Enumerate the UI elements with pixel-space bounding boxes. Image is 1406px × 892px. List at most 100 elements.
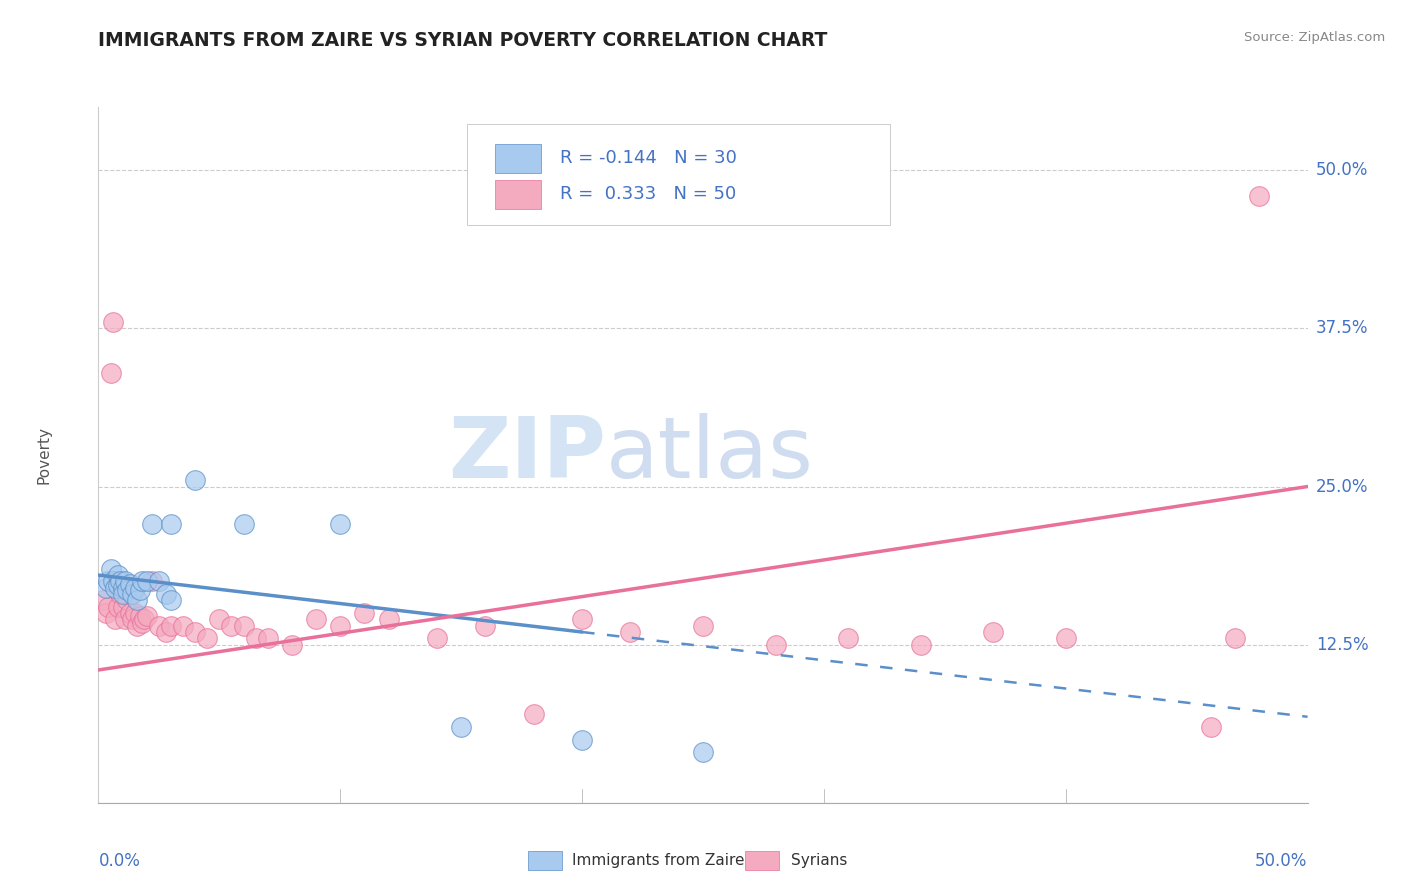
Point <box>104 581 127 595</box>
Text: 12.5%: 12.5% <box>1316 636 1368 654</box>
Point <box>329 618 352 632</box>
Point <box>329 517 352 532</box>
FancyBboxPatch shape <box>745 851 779 871</box>
Text: atlas: atlas <box>606 413 814 497</box>
Text: IMMIGRANTS FROM ZAIRE VS SYRIAN POVERTY CORRELATION CHART: IMMIGRANTS FROM ZAIRE VS SYRIAN POVERTY … <box>98 31 828 50</box>
Point <box>245 632 267 646</box>
Text: Source: ZipAtlas.com: Source: ZipAtlas.com <box>1244 31 1385 45</box>
Point <box>981 625 1004 640</box>
Point <box>121 612 143 626</box>
Point <box>127 593 149 607</box>
Point <box>281 638 304 652</box>
Point <box>114 612 136 626</box>
Point <box>117 583 139 598</box>
Point <box>426 632 449 646</box>
Point <box>121 587 143 601</box>
Point <box>111 581 134 595</box>
Point <box>221 618 243 632</box>
Text: 25.0%: 25.0% <box>1316 477 1368 496</box>
Point <box>1249 188 1271 202</box>
Point <box>97 574 120 589</box>
Text: Poverty: Poverty <box>37 425 52 484</box>
Point <box>100 366 122 380</box>
Point <box>208 612 231 626</box>
FancyBboxPatch shape <box>495 144 541 173</box>
Point <box>148 618 170 632</box>
Point <box>91 593 114 607</box>
Point <box>155 625 177 640</box>
Point <box>107 568 129 582</box>
Text: 50.0%: 50.0% <box>1316 161 1368 179</box>
Text: R =  0.333   N = 50: R = 0.333 N = 50 <box>561 185 737 203</box>
Point <box>692 618 714 632</box>
Point <box>155 587 177 601</box>
Point <box>571 612 593 626</box>
Text: ZIP: ZIP <box>449 413 606 497</box>
Point <box>97 599 120 614</box>
Point <box>117 593 139 607</box>
Point <box>141 574 163 589</box>
Point <box>111 599 134 614</box>
Point <box>118 606 141 620</box>
Point <box>124 581 146 595</box>
Text: Syrians: Syrians <box>792 853 848 868</box>
Point <box>232 517 254 532</box>
Text: Immigrants from Zaire: Immigrants from Zaire <box>572 853 745 868</box>
Point <box>104 612 127 626</box>
Point <box>571 732 593 747</box>
Point <box>377 612 399 626</box>
Point <box>94 581 117 595</box>
Text: 37.5%: 37.5% <box>1316 319 1368 337</box>
Point <box>128 583 150 598</box>
Point <box>184 473 207 487</box>
Point <box>107 578 129 592</box>
Point <box>523 707 546 722</box>
FancyBboxPatch shape <box>495 180 541 210</box>
Point <box>141 517 163 532</box>
Point <box>94 606 117 620</box>
Point <box>107 599 129 614</box>
Point <box>101 574 124 589</box>
Point <box>1223 632 1246 646</box>
Point <box>100 562 122 576</box>
Point <box>184 625 207 640</box>
Point <box>111 587 134 601</box>
Point <box>910 638 932 652</box>
Point <box>135 574 157 589</box>
Point <box>256 632 278 646</box>
Point <box>172 618 194 632</box>
Point <box>1054 632 1077 646</box>
FancyBboxPatch shape <box>467 124 890 226</box>
Point <box>108 587 131 601</box>
Point <box>127 618 149 632</box>
Point <box>131 616 153 631</box>
Point <box>108 574 131 589</box>
Point <box>160 517 183 532</box>
Text: 50.0%: 50.0% <box>1256 852 1308 870</box>
Point <box>124 606 146 620</box>
Point <box>474 618 496 632</box>
Point <box>619 625 641 640</box>
Point <box>353 606 375 620</box>
Point <box>148 574 170 589</box>
Point <box>118 577 141 591</box>
Point <box>101 315 124 329</box>
Point <box>134 612 156 626</box>
Point <box>305 612 328 626</box>
Point <box>1199 720 1222 734</box>
Point <box>195 632 218 646</box>
Point <box>131 574 153 589</box>
Point <box>692 745 714 759</box>
Point <box>232 618 254 632</box>
Point <box>160 593 183 607</box>
Point <box>135 608 157 623</box>
Point <box>765 638 787 652</box>
Point <box>128 608 150 623</box>
Point <box>160 618 183 632</box>
Point <box>450 720 472 734</box>
Point <box>114 574 136 589</box>
Text: 0.0%: 0.0% <box>98 852 141 870</box>
Point <box>837 632 859 646</box>
FancyBboxPatch shape <box>527 851 561 871</box>
Text: R = -0.144   N = 30: R = -0.144 N = 30 <box>561 149 737 167</box>
